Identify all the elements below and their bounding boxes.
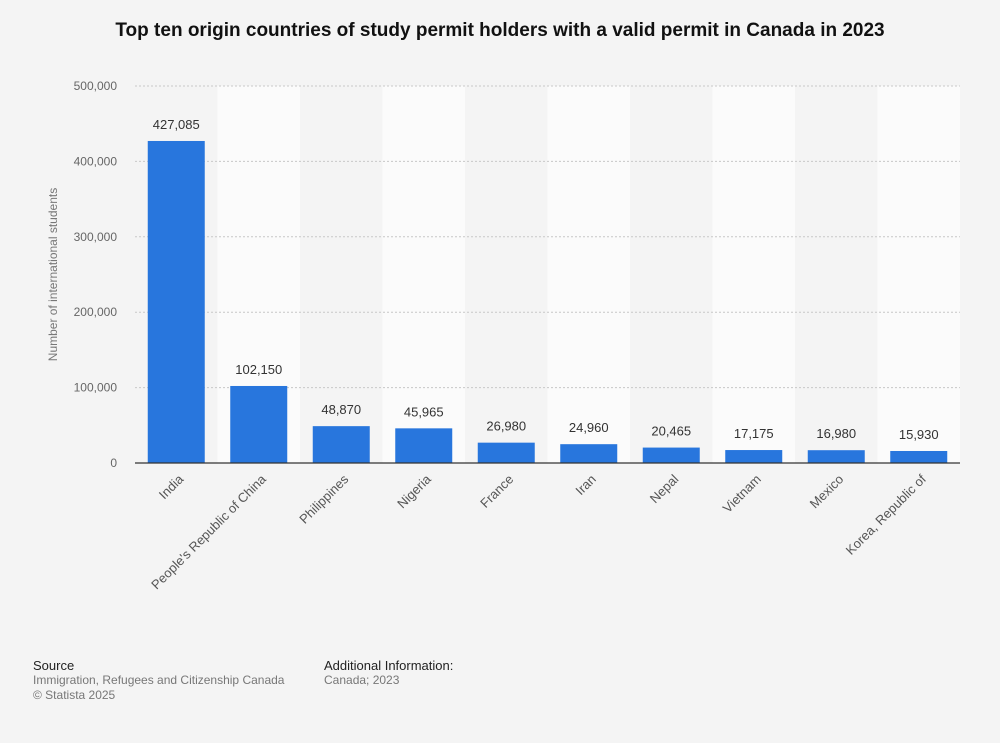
data-label: 26,980 xyxy=(486,419,526,434)
data-label: 16,980 xyxy=(816,426,856,441)
column-band xyxy=(547,86,630,463)
column-band xyxy=(382,86,465,463)
y-tick-label: 100,000 xyxy=(74,381,118,395)
additional-info-text: Canada; 2023 xyxy=(324,673,400,687)
bar-india[interactable] xyxy=(147,140,205,463)
bar-nigeria[interactable] xyxy=(395,428,453,463)
copyright-text: © Statista 2025 xyxy=(33,688,116,702)
y-tick-label: 0 xyxy=(110,456,117,470)
data-label: 15,930 xyxy=(899,427,939,442)
x-tick-label: Nigeria xyxy=(394,471,434,511)
chart-title: Top ten origin countries of study permit… xyxy=(115,20,885,41)
x-tick-label: Iran xyxy=(572,472,598,498)
column-band xyxy=(877,86,960,463)
bar-vietnam[interactable] xyxy=(725,450,783,463)
data-label: 45,965 xyxy=(404,404,444,419)
data-label: 24,960 xyxy=(569,420,609,435)
x-tick-label: Nepal xyxy=(647,471,682,506)
bar-philippines[interactable] xyxy=(312,426,370,463)
bar-mexico[interactable] xyxy=(807,450,865,463)
source-block: Source Immigration, Refugees and Citizen… xyxy=(33,658,284,703)
x-tick-label: India xyxy=(156,471,187,502)
additional-info-heading: Additional Information: xyxy=(324,658,454,673)
x-tick-label: France xyxy=(477,472,516,511)
x-tick-label: Mexico xyxy=(807,472,847,512)
y-axis-title: Number of international students xyxy=(46,188,60,361)
additional-info-block: Additional Information: Canada; 2023 xyxy=(324,658,453,688)
bar-people-s-republic-of-china[interactable] xyxy=(230,385,288,463)
bar-france[interactable] xyxy=(477,442,535,463)
source-heading: Source xyxy=(33,658,75,673)
y-tick-label: 200,000 xyxy=(74,305,118,319)
y-tick-label: 400,000 xyxy=(74,154,118,168)
bar-chart: 0 100,000 200,000 300,000 400,000 500,000 427,… xyxy=(46,79,960,592)
source-text[interactable]: Immigration, Refugees and Citizenship Ca… xyxy=(33,673,285,687)
data-label: 427,085 xyxy=(153,117,200,132)
column-band xyxy=(712,86,795,463)
bar-korea-republic-of[interactable] xyxy=(890,450,948,463)
x-tick-label: Vietnam xyxy=(720,472,764,516)
data-label: 17,175 xyxy=(734,426,774,441)
x-tick-label: Korea, Republic of xyxy=(843,471,930,558)
bar-nepal[interactable] xyxy=(642,447,700,463)
y-tick-label: 500,000 xyxy=(74,79,118,93)
data-label: 102,150 xyxy=(235,362,282,377)
data-label: 20,465 xyxy=(651,424,691,439)
x-tick-label: Philippines xyxy=(296,471,351,526)
bar-iran[interactable] xyxy=(560,444,618,463)
y-tick-label: 300,000 xyxy=(74,230,118,244)
data-label: 48,870 xyxy=(321,402,361,417)
